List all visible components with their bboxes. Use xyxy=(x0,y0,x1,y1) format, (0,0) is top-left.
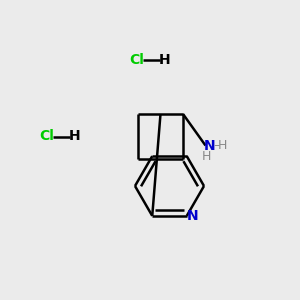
Text: H: H xyxy=(201,150,211,164)
Text: Cl: Cl xyxy=(129,53,144,67)
Text: H: H xyxy=(69,130,81,143)
Text: H: H xyxy=(218,139,228,152)
Text: H: H xyxy=(159,53,171,67)
Text: Cl: Cl xyxy=(39,130,54,143)
Text: –: – xyxy=(214,139,220,152)
Text: N: N xyxy=(186,209,198,223)
Text: N: N xyxy=(203,139,215,152)
